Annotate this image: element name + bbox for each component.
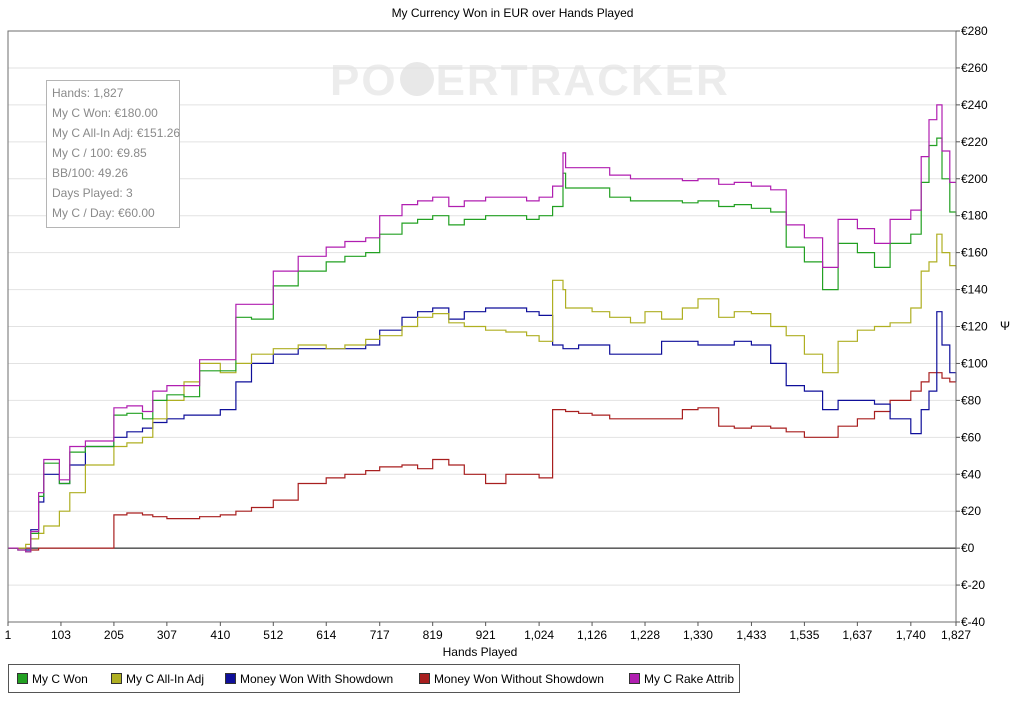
stat-bb-100: BB/100: 49.26	[52, 166, 129, 180]
y-tick-label: €-40	[961, 615, 985, 629]
y-tick-label: €160	[961, 246, 988, 260]
y-tick-label: €240	[961, 98, 988, 112]
stats-summary-box: Hands: 1,827 My C Won: €180.00 My C All-…	[46, 80, 180, 228]
x-tick-label: 1,740	[896, 628, 926, 642]
legend-item-my-c-rake-attrib[interactable]: My C Rake Attrib	[629, 673, 734, 687]
x-tick-label: 1,126	[577, 628, 607, 642]
y-tick-label: €260	[961, 61, 988, 75]
legend-swatch	[111, 673, 122, 684]
y-tick-label: €20	[961, 504, 981, 518]
chart-legend: My C Won My C All-In Adj Money Won With …	[8, 664, 740, 693]
x-tick-label: 614	[316, 628, 336, 642]
legend-label: My C Won	[32, 672, 88, 686]
series-line-my-c-rake-attrib	[8, 104, 956, 553]
stat-per-day: My C / Day: €60.00	[52, 206, 155, 220]
series-line-money-won-without-showdown	[8, 372, 956, 551]
stat-won: My C Won: €180.00	[52, 106, 158, 120]
x-tick-label: 512	[263, 628, 283, 642]
y-tick-label: €280	[961, 24, 988, 38]
x-tick-label: 205	[104, 628, 124, 642]
x-tick-label: 1,024	[524, 628, 554, 642]
series-line-my-c-won	[8, 137, 957, 553]
x-tick-label: 103	[51, 628, 71, 642]
stat-per-100: My C / 100: €9.85	[52, 146, 147, 160]
x-tick-label: 1,827	[941, 628, 971, 642]
pokertracker-watermark-logo: PO ERTRACKER	[330, 56, 730, 105]
legend-swatch	[419, 673, 430, 684]
y-tick-label: €0	[961, 541, 975, 555]
y-tick-label: €60	[961, 430, 981, 444]
legend-swatch	[225, 673, 236, 684]
legend-item-my-c-all-in-adj[interactable]: My C All-In Adj	[111, 673, 204, 687]
y-tick-label: €100	[961, 356, 988, 370]
legend-item-money-won-without-showdown[interactable]: Money Won Without Showdown	[419, 673, 604, 687]
y-tick-label: €80	[961, 393, 981, 407]
legend-label: Money Won With Showdown	[240, 672, 394, 686]
x-tick-label: 1,433	[736, 628, 766, 642]
x-tick-label: 1,330	[683, 628, 713, 642]
x-tick-label: 307	[157, 628, 177, 642]
y-axis-ticks: €-40 €-20 €0 €20 €40 €60 €80 €100 €120 €140 €160 €1…	[956, 24, 988, 629]
series-line-money-won-with-showdown	[8, 307, 957, 551]
x-axis-ticks: 1 103 205 307 410 512 614 717 819 921 1,024 1,126 1,…	[5, 622, 971, 642]
y-tick-label: €200	[961, 172, 988, 186]
y-tick-label: €-20	[961, 578, 985, 592]
x-tick-label: 1,535	[789, 628, 819, 642]
y-tick-label: €40	[961, 467, 981, 481]
y-tick-label: €220	[961, 135, 988, 149]
x-tick-label: 1	[5, 628, 12, 642]
y-axis-symbol: Ψ	[1000, 319, 1010, 333]
legend-swatch	[17, 673, 28, 684]
legend-label: My C All-In Adj	[126, 672, 205, 686]
y-tick-label: €120	[961, 320, 988, 334]
x-tick-label: 1,637	[842, 628, 872, 642]
x-tick-label: 717	[370, 628, 390, 642]
legend-item-money-won-with-showdown[interactable]: Money Won With Showdown	[225, 673, 393, 687]
x-axis-title: Hands Played	[442, 645, 518, 659]
series-line-my-c-all-in-adj	[8, 233, 957, 549]
x-tick-label: 410	[210, 628, 230, 642]
y-tick-label: €180	[961, 209, 988, 223]
legend-label: Money Won Without Showdown	[434, 672, 604, 686]
legend-swatch	[629, 673, 640, 684]
x-tick-label: 1,228	[630, 628, 660, 642]
y-tick-label: €140	[961, 283, 988, 297]
chart-title: My Currency Won in EUR over Hands Played	[391, 6, 634, 20]
x-tick-label: 921	[476, 628, 496, 642]
x-tick-label: 819	[423, 628, 443, 642]
stat-all-in-adj: My C All-In Adj: €151.26	[52, 126, 181, 140]
stat-days-played: Days Played: 3	[52, 186, 133, 200]
series-lines	[8, 104, 957, 553]
legend-label: My C Rake Attrib	[644, 672, 735, 686]
stat-hands: Hands: 1,827	[52, 86, 124, 100]
legend-item-my-c-won[interactable]: My C Won	[17, 673, 88, 687]
